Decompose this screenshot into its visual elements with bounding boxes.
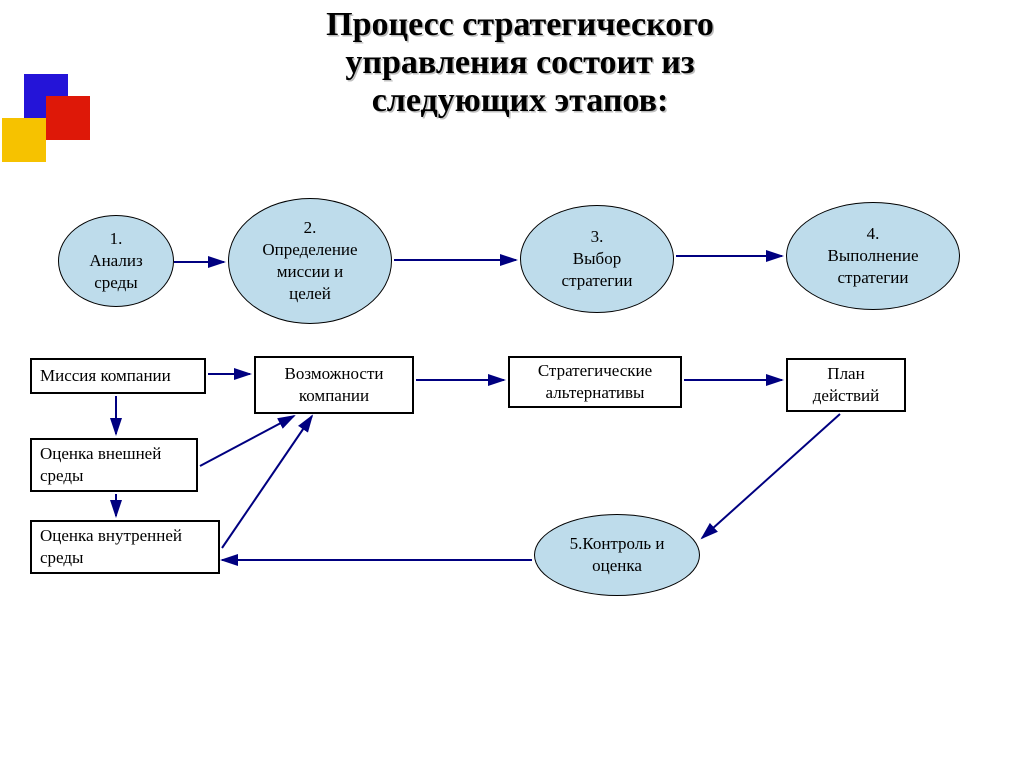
- ellipse-step-1: 1. Анализ среды: [58, 215, 174, 307]
- slide-title: Процесс стратегического управления состо…: [120, 6, 920, 120]
- rect-mission: Миссия компании: [30, 358, 206, 394]
- ellipse-step-4: 4. Выполнение стратегии: [786, 202, 960, 310]
- rect-internal-env: Оценка внутренней среды: [30, 520, 220, 574]
- title-line-3: следующих этапов:: [120, 82, 920, 120]
- rect-capabilities: Возможности компании: [254, 356, 414, 414]
- title-line-2: управления состоит из: [120, 44, 920, 82]
- ellipse-step-5: 5.Контроль и оценка: [534, 514, 700, 596]
- rect-alternatives: Стратегические альтернативы: [508, 356, 682, 408]
- title-line-1: Процесс стратегического: [120, 6, 920, 44]
- decor-yellow-square: [2, 118, 46, 162]
- decor-red-square: [46, 96, 90, 140]
- rect-external-env: Оценка внешней среды: [30, 438, 198, 492]
- ellipse-step-3: 3. Выбор стратегии: [520, 205, 674, 313]
- rect-action-plan: План действий: [786, 358, 906, 412]
- ellipse-step-2: 2. Определение миссии и целей: [228, 198, 392, 324]
